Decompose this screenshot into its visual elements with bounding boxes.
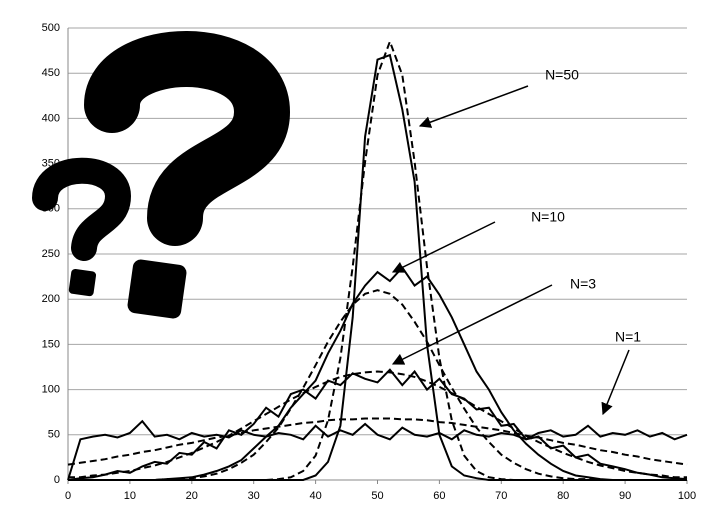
big-question-dot (127, 259, 188, 320)
series-line (68, 42, 687, 480)
annotation: N=3 (570, 276, 596, 292)
series-line (68, 290, 687, 480)
y-tick-label: 100 (42, 384, 60, 396)
annotation-arrow (393, 222, 495, 272)
y-tick-label: 500 (42, 22, 60, 34)
annotation: N=1 (615, 329, 641, 345)
x-tick-label: 90 (619, 490, 631, 502)
x-tick-label: 0 (65, 490, 71, 502)
y-tick-label: 400 (42, 112, 60, 124)
annotation-arrow (420, 86, 528, 126)
x-tick-label: 50 (371, 490, 383, 502)
y-tick-label: 150 (42, 338, 60, 350)
x-tick-label: 10 (124, 490, 136, 502)
x-tick-label: 40 (309, 490, 321, 502)
series-line (68, 372, 687, 478)
x-tick-label: 30 (248, 490, 260, 502)
y-tick-label: 200 (42, 293, 60, 305)
y-tick-label: 0 (54, 474, 60, 486)
y-tick-label: 450 (42, 67, 60, 79)
series-line (68, 421, 687, 480)
x-tick-label: 70 (495, 490, 507, 502)
x-tick-label: 80 (557, 490, 569, 502)
question-marks (45, 59, 262, 319)
x-tick-label: 20 (186, 490, 198, 502)
annotation-arrow (603, 350, 629, 414)
small-question-dot (68, 268, 96, 296)
annotation: N=10 (531, 209, 565, 225)
x-tick-label: 100 (678, 490, 696, 502)
x-tick-label: 60 (433, 490, 445, 502)
y-tick-label: 250 (42, 248, 60, 260)
big-question-curve (112, 59, 262, 218)
y-tick-label: 50 (48, 429, 60, 441)
annotation: N=50 (545, 67, 579, 83)
chart: 0501001502002503003504004505000102030405… (0, 0, 702, 513)
series-line (68, 419, 687, 465)
